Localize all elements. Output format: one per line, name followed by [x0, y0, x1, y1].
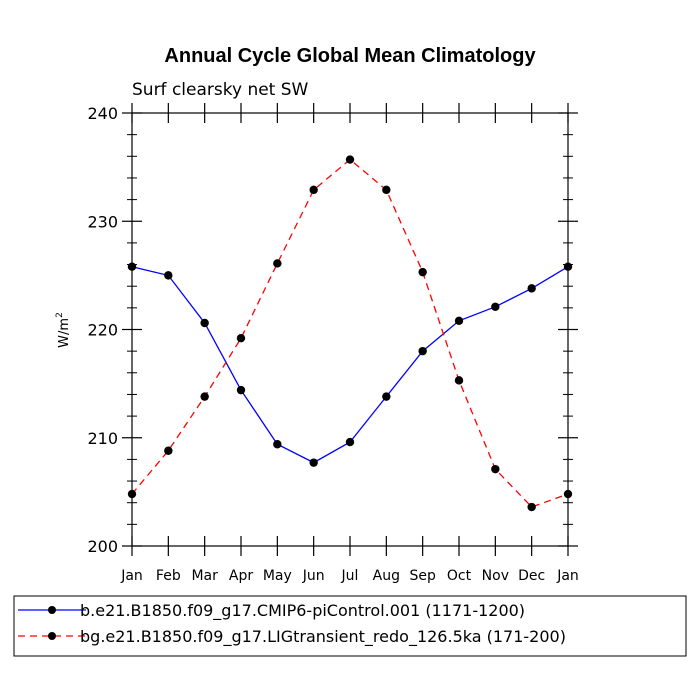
x-tick-label: Oct [447, 568, 472, 584]
tick-labels: 200 210 220 230 240 Jan Feb Mar Apr May Jun Jul Aug S… [87, 104, 578, 584]
data-point [236, 385, 246, 395]
data-point [164, 271, 173, 280]
y-tick-label: 230 [87, 212, 118, 231]
data-point [382, 185, 391, 195]
x-tick-label: Feb [156, 568, 181, 584]
data-point [345, 155, 355, 164]
chart-subtitle: Surf clearsky net SW [132, 80, 309, 100]
y-axis-label: W/m2 [55, 312, 72, 348]
data-point [200, 392, 209, 401]
y-tick-label: 200 [87, 537, 118, 556]
data-point [309, 458, 318, 467]
data-point [527, 502, 536, 512]
legend-label-2: bg.e21.B1850.f09_g17.LIGtransient_redo_1… [80, 627, 566, 647]
data-point [236, 333, 246, 343]
y-tick-label: 210 [87, 429, 118, 448]
x-tick-label: Dec [518, 568, 545, 584]
series-line-1 [131, 266, 569, 464]
chart-title: Annual Cycle Global Mean Climatology [164, 45, 536, 67]
data-point [527, 284, 536, 293]
x-tick-label: Jun [302, 568, 325, 584]
data-point [454, 316, 464, 326]
x-tick-label: Mar [191, 568, 218, 584]
y-axis-label-superscript: 2 [55, 312, 65, 318]
data-point [454, 376, 464, 385]
data-point [491, 464, 500, 474]
plot-area [131, 112, 569, 547]
data-point [127, 262, 137, 271]
data-point [309, 185, 318, 195]
data-point [563, 489, 573, 499]
data-point [345, 437, 355, 447]
x-tick-label: Aug [373, 568, 400, 584]
x-tick-label: Jan [120, 568, 143, 584]
legend-box [13, 595, 687, 657]
legend: b.e21.B1850.f09_g17.CMIP6-piControl.001 … [13, 595, 687, 657]
y-tick-label: 220 [87, 321, 118, 340]
y-axis-label-unit: W/m [57, 318, 72, 348]
x-tick-label: Nov [482, 568, 509, 584]
legend-marker-1 [48, 606, 56, 614]
data-point [418, 346, 427, 356]
axis-ticks [122, 103, 578, 556]
plot-frame [131, 112, 569, 547]
data-point [491, 302, 500, 311]
x-tick-label: May [263, 568, 292, 584]
legend-marker-2 [48, 632, 56, 640]
legend-label-1: b.e21.B1850.f09_g17.CMIP6-piControl.001 … [80, 601, 525, 621]
x-tick-label: Jan [556, 568, 579, 584]
data-point [563, 262, 573, 271]
series-line-2 [131, 158, 569, 508]
data-point [200, 318, 209, 328]
data-point [382, 392, 391, 401]
data-point [273, 259, 282, 268]
data-point [164, 446, 173, 455]
x-tick-label: Jul [341, 568, 359, 584]
x-tick-label: Sep [409, 568, 436, 584]
data-point [273, 440, 282, 449]
data-point [418, 267, 427, 277]
y-tick-label: 240 [87, 104, 118, 123]
x-tick-label: Apr [229, 568, 253, 584]
data-point [127, 489, 137, 499]
series-layer [127, 155, 573, 512]
